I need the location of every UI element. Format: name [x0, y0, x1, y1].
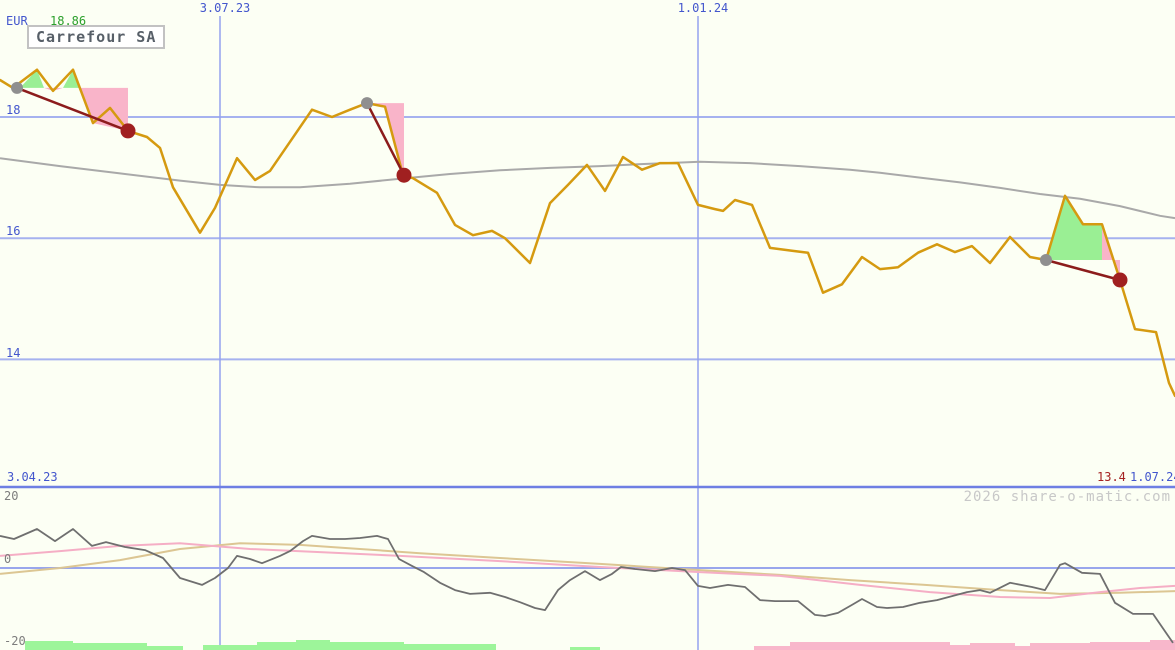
indicator-tick-label: 20	[4, 489, 19, 503]
instrument-title-box: Carrefour SA	[27, 25, 166, 49]
histogram-bar-green	[25, 641, 73, 650]
price-tick-label: 16	[6, 224, 21, 238]
trend-start-dot	[1040, 254, 1052, 266]
price-tick-label: 14	[6, 346, 21, 360]
histogram-bar-green	[257, 642, 296, 650]
period-high-value: 18.86	[50, 14, 87, 28]
trendline-segment	[1045, 258, 1121, 282]
oscillator-pink-line	[0, 542, 1175, 600]
trend-fill-pink	[370, 103, 404, 176]
histogram-bar-green	[147, 646, 183, 650]
histogram-bar-pink	[754, 646, 790, 650]
start-date-label: 3.04.23	[7, 470, 58, 484]
oscillator-gray-line	[0, 528, 1174, 644]
indicator-tick-label: 0	[4, 552, 12, 566]
trend-start-dot	[361, 97, 373, 110]
trend-start-dot	[11, 81, 23, 94]
oscillator-tan-line	[0, 542, 1175, 595]
currency-label: EUR	[6, 14, 28, 28]
histogram-bar-green	[330, 642, 404, 650]
histogram-bar-pink	[970, 643, 1015, 650]
trend-fill-green	[20, 69, 44, 88]
histogram-bar-green	[73, 643, 147, 650]
top-date-label: 1.01.24	[677, 1, 729, 15]
histogram-bar-pink	[1030, 643, 1090, 650]
price-line	[0, 68, 1175, 398]
watermark: 2026 share-o-matic.com	[963, 489, 1171, 505]
last-price-label: 13.4	[1097, 470, 1126, 484]
trend-end-dot	[396, 167, 412, 183]
moving-average-line	[0, 157, 1175, 220]
trend-end-dot	[1112, 272, 1128, 288]
histogram-bar-green	[404, 644, 496, 650]
histogram-bar-green	[296, 640, 330, 650]
trendline-segment	[16, 86, 129, 133]
end-date-label: 1.07.24	[1130, 470, 1175, 484]
trend-fill-green	[63, 69, 80, 88]
top-date-label: 3.07.23	[199, 1, 251, 15]
trend-end-dot	[120, 123, 136, 139]
histogram-bar-pink	[1090, 642, 1150, 650]
histogram-bar-green	[203, 645, 257, 650]
histogram-bar-pink	[1015, 646, 1030, 650]
price-tick-label: 18	[6, 103, 21, 117]
instrument-name: Carrefour SA	[36, 28, 157, 46]
histogram-bar-pink	[790, 642, 860, 650]
trendline-segment	[365, 102, 406, 176]
histogram-bar-green	[570, 647, 600, 650]
indicator-tick-label: -20	[4, 634, 26, 648]
histogram-bar-pink	[860, 642, 950, 650]
histogram-bar-pink	[950, 645, 970, 650]
histogram-bar-pink	[1150, 640, 1175, 650]
